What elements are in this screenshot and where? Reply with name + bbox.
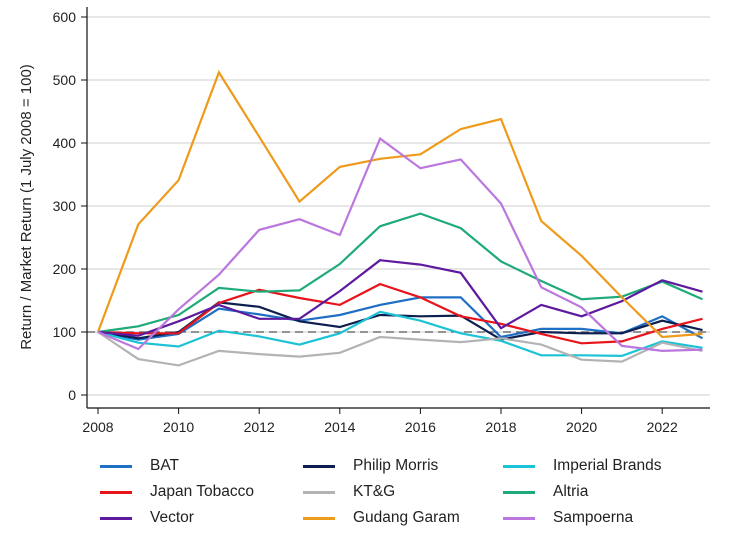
legend-item: Sampoerna xyxy=(503,507,633,529)
legend-item: Gudang Garam xyxy=(303,507,460,529)
legend-swatch xyxy=(100,464,132,468)
x-tick-label: 2018 xyxy=(485,419,516,435)
series-line-sampoerna xyxy=(97,136,703,353)
y-tick-label: 600 xyxy=(53,9,77,25)
series-line-imperial-brands xyxy=(97,310,703,358)
legend-swatch xyxy=(303,464,335,468)
legend-label: Gudang Garam xyxy=(353,509,460,526)
y-axis-ticks: 0 100 200 300 400 500 600 xyxy=(53,9,87,403)
series-line-japan-tobacco xyxy=(97,282,703,345)
x-tick-label: 2022 xyxy=(647,419,678,435)
legend-item: Imperial Brands xyxy=(503,455,662,477)
series-line-altria xyxy=(97,212,703,334)
gridlines xyxy=(87,16,710,396)
x-tick-label: 2014 xyxy=(324,419,355,435)
legend-item: Philip Morris xyxy=(303,455,438,477)
legend-label: BAT xyxy=(150,457,179,474)
legend-swatch xyxy=(303,490,335,494)
legend-label: Imperial Brands xyxy=(553,457,662,474)
legend-swatch xyxy=(303,516,335,520)
legend-item: Vector xyxy=(100,507,194,529)
legend-swatch xyxy=(503,464,535,468)
legend-swatch xyxy=(100,516,132,520)
x-tick-label: 2016 xyxy=(405,419,436,435)
legend-item: Japan Tobacco xyxy=(100,481,254,503)
y-tick-label: 200 xyxy=(53,261,77,277)
legend-item: Altria xyxy=(503,481,588,503)
legend-swatch xyxy=(100,490,132,494)
x-tick-label: 2012 xyxy=(244,419,275,435)
legend-label: Altria xyxy=(553,483,589,500)
legend-item: KT&G xyxy=(303,481,395,503)
y-tick-label: 400 xyxy=(53,135,77,151)
legend-swatch xyxy=(503,490,535,494)
y-tick-label: 500 xyxy=(53,72,77,88)
series-line-kt-g xyxy=(97,331,703,367)
y-axis-title: Return / Market Return (1 July 2008 = 10… xyxy=(18,64,35,350)
legend-label: Philip Morris xyxy=(353,457,439,474)
y-tick-label: 0 xyxy=(68,387,76,403)
x-tick-label: 2020 xyxy=(566,419,597,435)
series-line-vector xyxy=(97,259,703,337)
legend-label: Vector xyxy=(150,509,194,526)
series-line-bat xyxy=(97,296,704,341)
x-tick-label: 2010 xyxy=(163,419,194,435)
legend-label: Sampoerna xyxy=(553,509,634,526)
legend-label: KT&G xyxy=(353,483,396,500)
legend-label: Japan Tobacco xyxy=(150,483,254,500)
y-tick-label: 300 xyxy=(53,198,77,214)
x-tick-label: 2008 xyxy=(82,419,113,435)
legend-item: BAT xyxy=(100,455,179,477)
x-axis-ticks: 2008 2010 2012 2014 2016 2018 2020 2022 xyxy=(82,408,678,435)
y-tick-label: 100 xyxy=(53,324,77,340)
series-line-gudang-garam xyxy=(96,69,703,339)
legend-swatch xyxy=(503,516,535,520)
series-lines xyxy=(96,69,704,367)
